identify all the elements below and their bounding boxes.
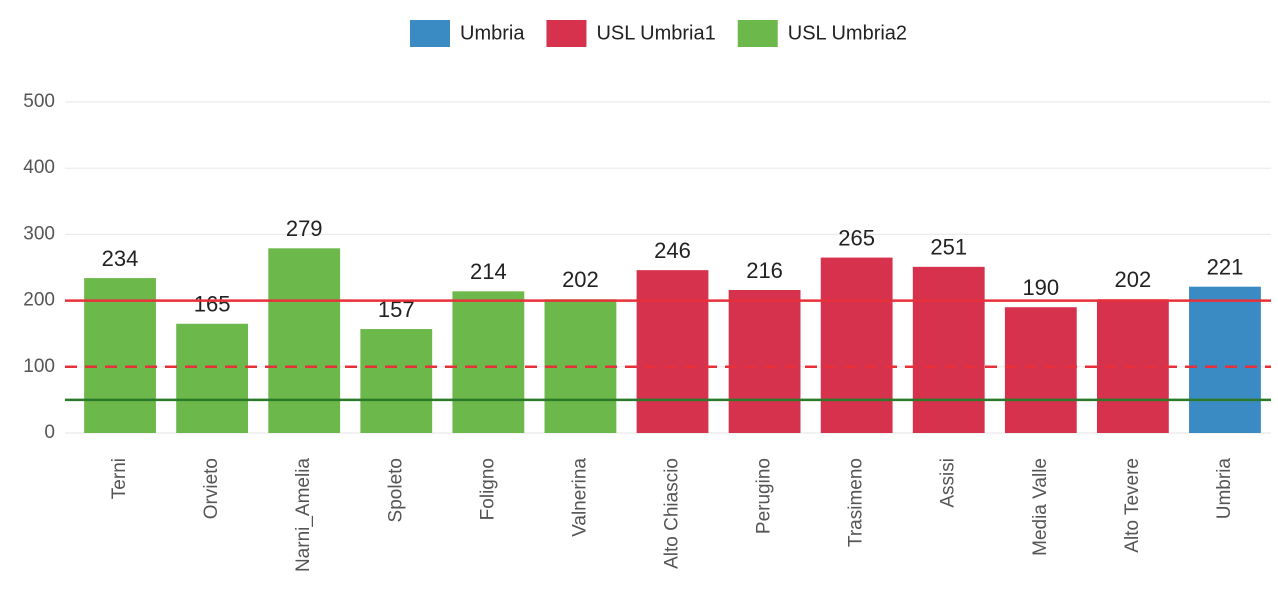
y-tick-label: 300 xyxy=(23,223,55,244)
y-tick-label: 100 xyxy=(23,356,55,377)
bar xyxy=(452,291,525,433)
data-label: 214 xyxy=(470,259,507,284)
x-tick-label: Perugino xyxy=(754,458,775,534)
bar xyxy=(176,323,249,433)
x-tick-label: Alto Tevere xyxy=(1122,458,1143,553)
legend-label: USL Umbria1 xyxy=(596,22,715,44)
bar xyxy=(1004,307,1077,433)
legend-swatch xyxy=(410,20,450,47)
data-label: 246 xyxy=(654,238,691,263)
legend-swatch xyxy=(546,20,587,47)
y-tick-label: 400 xyxy=(23,157,55,178)
data-label: 202 xyxy=(1115,267,1152,292)
bar xyxy=(360,329,433,433)
x-tick-label: Valnerina xyxy=(569,458,590,537)
x-tick-label: Orvieto xyxy=(201,458,222,519)
x-tick-label: Trasimeno xyxy=(846,458,867,547)
y-tick-label: 500 xyxy=(23,91,55,112)
data-label: 190 xyxy=(1022,275,1059,300)
bar xyxy=(1189,286,1261,433)
data-label: 279 xyxy=(286,216,323,241)
x-tick-label: Assisi xyxy=(938,458,959,508)
bar xyxy=(636,270,709,433)
bar xyxy=(84,278,156,433)
x-tick-label: Umbria xyxy=(1214,458,1235,520)
legend-swatch xyxy=(737,20,778,47)
y-tick-label: 200 xyxy=(23,290,55,311)
bar xyxy=(912,266,985,433)
x-tick-label: Spoleto xyxy=(385,458,406,522)
data-label: 221 xyxy=(1207,255,1244,280)
data-label: 234 xyxy=(102,246,139,271)
bar xyxy=(728,290,801,433)
y-tick-label: 0 xyxy=(44,422,55,443)
legend-label: USL Umbria2 xyxy=(788,22,907,44)
x-tick-label: Alto Chiascio xyxy=(662,458,683,569)
data-label: 165 xyxy=(194,292,231,317)
bar xyxy=(820,257,893,433)
x-tick-label: Media Valle xyxy=(1030,458,1051,556)
data-label: 216 xyxy=(746,258,783,283)
x-tick-label: Terni xyxy=(109,458,130,499)
x-tick-label: Narni_Amelia xyxy=(293,458,314,572)
data-label: 265 xyxy=(838,225,875,250)
bar xyxy=(268,248,341,433)
x-tick-label: Foligno xyxy=(477,458,498,520)
legend-label: Umbria xyxy=(460,22,525,44)
data-label: 251 xyxy=(930,235,967,260)
data-label: 202 xyxy=(562,267,599,292)
